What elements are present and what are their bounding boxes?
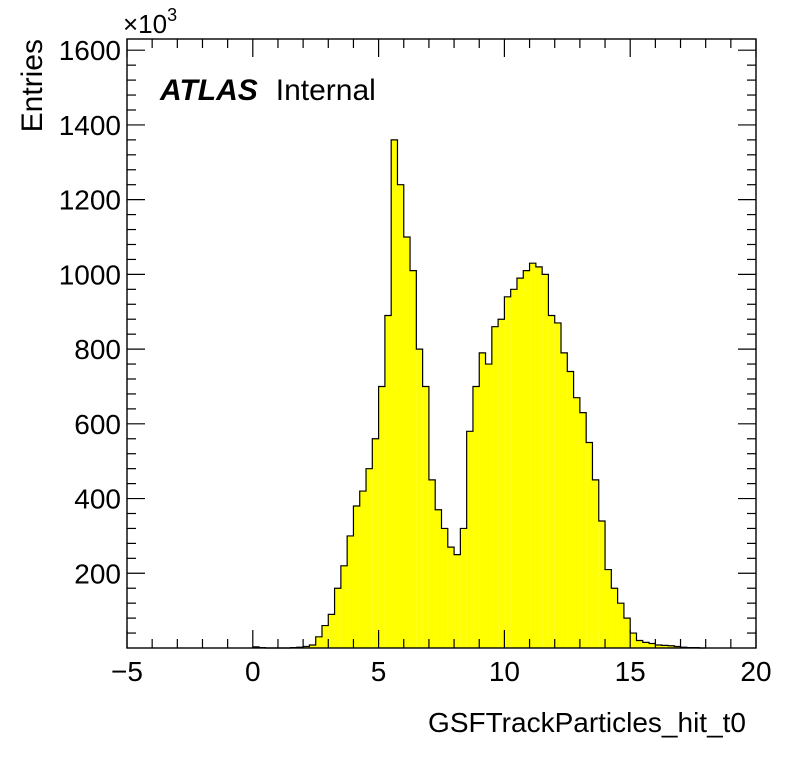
histogram-bar <box>372 438 379 648</box>
histogram-bar <box>334 588 341 648</box>
atlas-label-bold: ATLAS <box>159 74 258 107</box>
histogram-bar <box>460 528 467 648</box>
y-axis-title: Entries <box>16 39 49 132</box>
atlas-label: ATLAS Internal <box>159 74 376 107</box>
y-axis-multiplier: ×103 <box>123 5 177 39</box>
histogram-bar <box>416 349 423 648</box>
histogram-bar <box>516 278 524 648</box>
histogram-bar <box>454 554 461 648</box>
histogram-bar <box>441 528 448 648</box>
atlas-label-internal: Internal <box>276 74 376 107</box>
histogram-bar <box>642 642 650 648</box>
y-tick-label: 1200 <box>59 185 121 216</box>
x-tick-label: 0 <box>245 656 261 687</box>
y-tick-label: 1600 <box>59 35 121 66</box>
histogram-bar <box>447 547 455 648</box>
histogram-bar <box>636 640 643 648</box>
histogram-bar <box>535 266 543 648</box>
histogram-bar <box>655 645 662 648</box>
histogram-bar <box>340 565 348 648</box>
histogram-bar <box>573 397 580 648</box>
histogram-bar <box>403 237 411 648</box>
histogram-bar <box>359 491 367 648</box>
histogram-bar <box>586 442 593 648</box>
x-tick-label: −5 <box>111 656 143 687</box>
histogram-bar <box>472 386 480 648</box>
histogram-bar <box>529 263 536 648</box>
histogram-bar <box>315 636 322 648</box>
histogram-bar <box>397 184 404 648</box>
histogram-bar <box>347 535 354 648</box>
plot-frame <box>126 38 757 649</box>
histogram-bar <box>523 270 530 648</box>
histogram-bar <box>384 315 392 648</box>
histogram-bar <box>542 274 549 648</box>
histogram-bar <box>428 479 436 648</box>
histogram-bar <box>485 364 492 648</box>
histogram-outline <box>252 139 706 649</box>
histogram-bar <box>667 645 675 648</box>
y-axis-ticks <box>127 49 756 634</box>
y-tick-label: 600 <box>74 409 121 440</box>
histogram-bar <box>649 643 656 648</box>
histogram-bar <box>303 646 310 648</box>
histogram-bar <box>435 509 442 648</box>
histogram-bar <box>579 412 587 648</box>
x-axis-ticks <box>126 39 757 648</box>
histogram-bar <box>479 352 486 648</box>
histogram-bar <box>498 319 505 648</box>
histogram-bar <box>605 569 612 648</box>
histogram-bar <box>592 479 599 648</box>
y-tick-label: 800 <box>74 334 121 365</box>
y-tick-label: 400 <box>74 484 121 515</box>
histogram-bar <box>328 614 335 648</box>
x-tick-labels: −5 0 5 10 15 20 <box>111 656 772 687</box>
x-axis-title: GSFTrackParticles_hit_t0 <box>428 707 746 738</box>
histogram-bar <box>661 645 668 648</box>
histogram-bar <box>567 371 574 648</box>
x-tick-label: 5 <box>371 656 387 687</box>
y-multiplier-base: ×10 <box>123 9 167 39</box>
histogram-bar <box>598 520 606 648</box>
histogram-bar <box>617 603 624 648</box>
histogram-bars <box>252 139 700 648</box>
y-tick-labels: 200 400 600 800 1000 1200 1400 1600 <box>59 35 121 589</box>
x-tick-label: 20 <box>740 656 771 687</box>
histogram-bar <box>611 588 618 648</box>
histogram-bar <box>561 352 568 648</box>
histogram-bar <box>510 289 517 648</box>
histogram-bar <box>630 633 637 648</box>
histogram-bar <box>353 506 360 648</box>
histogram-bar <box>466 431 473 648</box>
histogram-bar <box>366 468 373 648</box>
histogram-bar <box>378 386 385 648</box>
x-tick-label: 10 <box>489 656 520 687</box>
histogram-bar <box>321 625 329 648</box>
y-multiplier-exponent: 3 <box>167 5 177 25</box>
y-tick-label: 1400 <box>59 110 121 141</box>
histogram-bar <box>309 645 316 648</box>
histogram-bar <box>491 326 499 648</box>
histogram-bar <box>623 618 631 648</box>
histogram-bar <box>554 322 562 648</box>
y-tick-label: 200 <box>74 558 121 589</box>
histogram-bar <box>410 270 417 648</box>
histogram-bar <box>504 296 511 648</box>
histogram-bar <box>391 139 398 648</box>
histogram-bar <box>548 315 555 648</box>
y-tick-label: 1000 <box>59 259 121 290</box>
x-tick-label: 15 <box>615 656 646 687</box>
histogram-bar <box>674 646 681 648</box>
histogram-bar <box>422 386 429 648</box>
